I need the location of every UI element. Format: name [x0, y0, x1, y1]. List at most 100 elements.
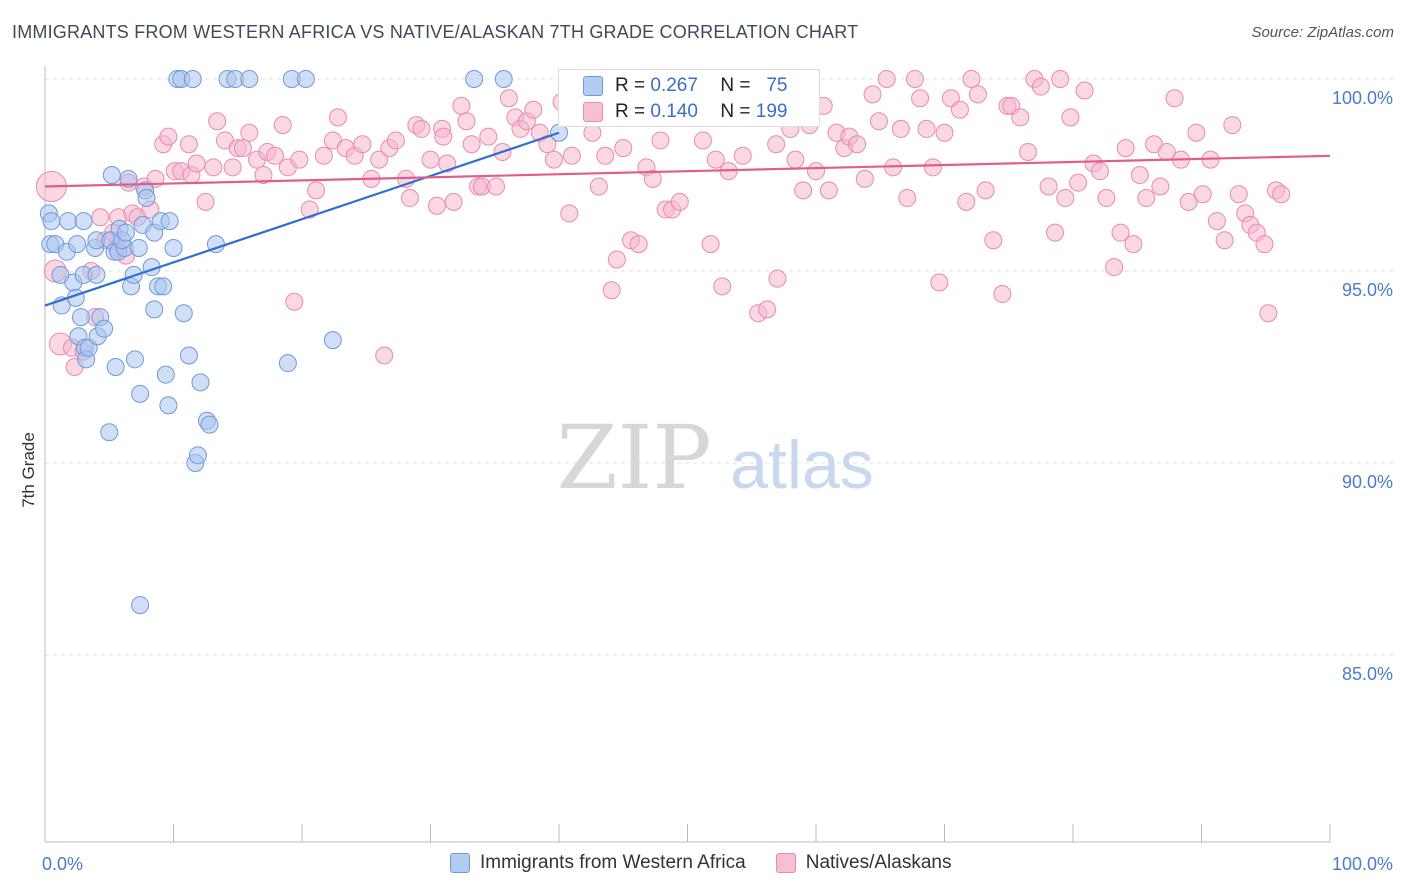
point-natives — [204, 158, 223, 177]
point-natives — [1019, 142, 1038, 161]
watermark-zip: ZIP — [556, 406, 711, 509]
point-natives — [1272, 185, 1291, 204]
point-natives — [412, 119, 431, 138]
point-immigrants — [102, 166, 121, 184]
point-immigrants — [125, 350, 144, 369]
point-natives — [706, 150, 725, 169]
point-natives — [400, 189, 419, 208]
point-immigrants — [159, 396, 178, 415]
point-natives — [434, 127, 453, 146]
legend-r-label: R = — [615, 101, 646, 122]
point-immigrants — [131, 384, 150, 403]
legend-item-immigrants[interactable]: Immigrants from Western Africa — [450, 852, 746, 874]
point-natives — [905, 70, 924, 88]
point-immigrants — [465, 70, 484, 88]
point-natives — [187, 154, 206, 173]
point-immigrants — [323, 331, 342, 350]
legend-label-immigrants: Immigrants from Western Africa — [480, 852, 746, 873]
point-natives — [1075, 81, 1094, 100]
legend-item-natives[interactable]: Natives/Alaskans — [775, 852, 952, 874]
point-immigrants — [137, 189, 156, 208]
legend-swatch-blue — [583, 76, 603, 96]
legend-stats-row-natives: R = 0.140 N = 199 — [559, 99, 787, 125]
point-natives — [1046, 223, 1065, 242]
point-natives — [693, 131, 712, 150]
point-immigrants — [74, 212, 93, 231]
point-natives — [499, 89, 518, 108]
chart-title: IMMIGRANTS FROM WESTERN AFRICA VS NATIVE… — [12, 22, 859, 42]
point-natives — [917, 119, 936, 138]
point-natives — [1229, 185, 1248, 204]
point-natives — [544, 150, 563, 169]
point-natives — [629, 235, 648, 254]
point-natives — [930, 273, 949, 292]
point-natives — [421, 150, 440, 169]
point-natives — [891, 119, 910, 138]
point-natives — [457, 112, 476, 131]
point-natives — [1105, 258, 1124, 277]
trend-lines — [44, 131, 1331, 307]
legend-swatch-blue — [450, 853, 470, 873]
x-tick-label: 0.0% — [42, 854, 83, 874]
point-natives — [923, 158, 942, 177]
point-immigrants — [191, 373, 210, 392]
point-immigrants — [174, 304, 193, 323]
point-immigrants — [179, 346, 198, 365]
point-natives — [984, 231, 1003, 250]
point-natives — [1061, 108, 1080, 127]
point-natives — [596, 146, 615, 165]
point-natives — [1097, 189, 1116, 208]
point-natives — [479, 127, 498, 146]
point-natives — [614, 139, 633, 158]
point-natives — [444, 192, 463, 211]
point-immigrants — [42, 212, 61, 231]
point-immigrants — [200, 415, 219, 434]
point-immigrants — [95, 319, 114, 338]
point-natives — [1011, 108, 1030, 127]
legend-label-natives: Natives/Alaskans — [805, 852, 952, 873]
point-natives — [651, 131, 670, 150]
point-natives — [452, 96, 471, 115]
point-natives — [962, 70, 981, 88]
point-natives — [935, 123, 954, 142]
x-tick-label: 100.0% — [1332, 854, 1393, 874]
y-axis-label: 7th Grade — [19, 432, 38, 508]
point-natives — [1056, 189, 1075, 208]
point-natives — [1069, 173, 1088, 192]
point-natives — [767, 135, 786, 154]
point-natives — [855, 169, 874, 188]
point-immigrants — [160, 212, 179, 231]
point-natives — [208, 112, 227, 131]
legend-stats-row-immigrants: R = 0.267 N = 75 — [559, 73, 787, 99]
point-natives — [733, 146, 752, 165]
point-natives — [898, 189, 917, 208]
point-natives — [1116, 139, 1135, 158]
point-natives — [1223, 116, 1242, 135]
point-immigrants — [87, 265, 106, 284]
point-immigrants — [164, 238, 183, 257]
point-immigrants — [240, 70, 259, 88]
point-immigrants — [68, 235, 87, 254]
point-natives — [670, 192, 689, 211]
point-immigrants — [296, 70, 315, 88]
point-natives — [386, 131, 405, 150]
series-natives-points — [35, 70, 1291, 376]
point-natives — [758, 300, 777, 319]
point-natives — [233, 139, 252, 158]
point-natives — [911, 89, 930, 108]
point-natives — [196, 192, 215, 211]
point-natives — [1165, 89, 1184, 108]
point-natives — [254, 166, 273, 184]
y-tick-label: 100.0% — [1332, 88, 1393, 108]
point-natives — [1179, 192, 1198, 211]
legend-r-value: 0.140 — [650, 101, 698, 122]
point-natives — [562, 146, 581, 165]
point-natives — [1051, 70, 1070, 88]
trend-line-immigrants — [44, 131, 560, 307]
point-natives — [314, 146, 333, 165]
point-natives — [1187, 123, 1206, 142]
point-natives — [1137, 189, 1156, 208]
point-natives — [807, 162, 825, 181]
point-natives — [976, 181, 995, 200]
